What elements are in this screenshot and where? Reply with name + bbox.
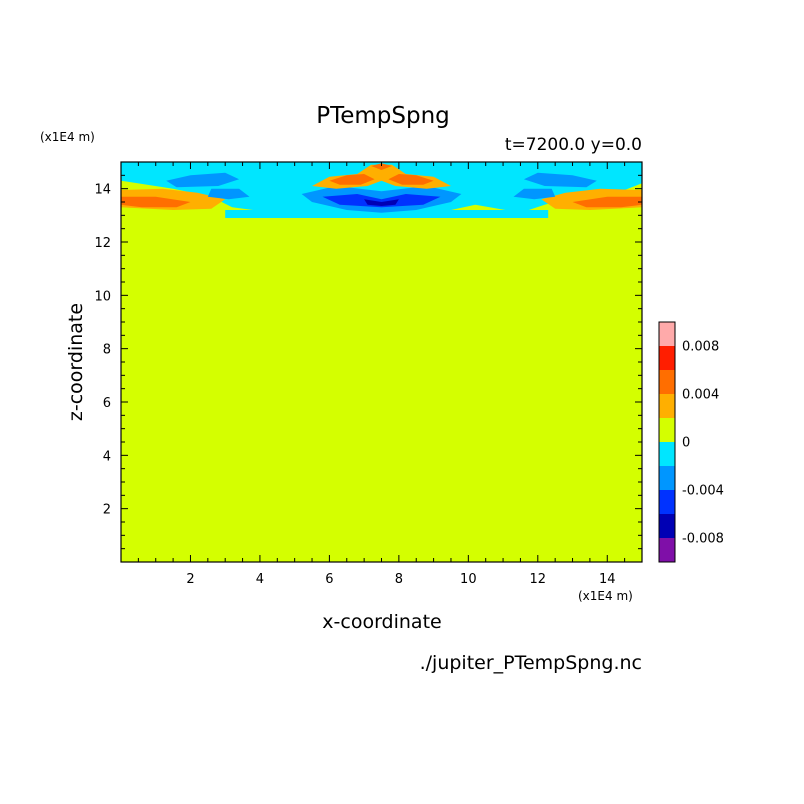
x-tick-label: 10 [460,572,477,587]
colorbar-swatch [659,538,675,562]
contour-region-11 [322,194,441,208]
x-tick-label: 8 [395,572,403,587]
contour-region-7 [523,172,597,188]
x-unit-label: (x1E4 m) [578,589,633,603]
contour-region-15 [388,174,434,185]
x-axis-label: x-coordinate [322,611,441,633]
y-tick-label: 2 [103,503,111,518]
y-axis-label: z-coordinate [65,303,87,421]
contour-region-8 [207,188,250,200]
colorbar-swatch [659,466,675,490]
plot-area [120,161,643,563]
x-tick-label: 6 [325,572,333,587]
contour-background [121,162,642,562]
contour-region-14 [329,174,375,185]
x-tick-label: 12 [530,572,547,587]
contour-region-3 [121,196,191,208]
y-tick-label: 4 [103,449,111,464]
colorbar: 0.008 0.004 0 -0.004 -0.008 [658,321,724,563]
colorbar-tick-label: 0.008 [682,340,719,355]
colorbar-swatch [659,394,675,418]
colorbar-tick-label: -0.004 [682,484,724,499]
chart-subtitle: t=7200.0 y=0.0 [505,135,642,155]
y-unit-label: (x1E4 m) [40,130,95,144]
colorbar-swatch [659,322,675,346]
contour-region-6 [166,172,240,188]
y-tick-label: 10 [94,289,111,304]
contour-region-5 [572,196,642,208]
contour-region-1 [225,210,549,218]
contour-region-0 [121,162,642,216]
contour-region-16 [371,163,392,170]
colorbar-swatch [659,370,675,394]
contour-region-12 [364,199,399,206]
y-tick-label: 8 [103,343,111,358]
colorbar-tick-label: 0 [682,436,690,451]
x-tick-label: 14 [599,572,616,587]
y-tick-label: 6 [103,396,111,411]
chart-title: PTempSpng [316,103,450,129]
colorbar-swatch [659,490,675,514]
y-tick-label: 12 [94,236,111,251]
colorbar-tick-label: 0.004 [682,388,719,403]
y-tick-label: 14 [94,183,111,198]
axis-ticks: 2 4 6 8 10 12 14 2 4 6 8 10 12 14 [94,162,642,587]
contour-region-9 [513,188,556,200]
source-file-label: ./jupiter_PTempSpng.nc [420,652,642,674]
colorbar-swatch [659,418,675,442]
colorbar-swatch [659,346,675,370]
x-tick-label: 2 [186,572,194,587]
x-tick-label: 4 [256,572,264,587]
colorbar-swatch [659,442,675,466]
colorbar-frame [658,321,676,563]
colorbar-tick-label: -0.008 [682,532,724,547]
colorbar-swatch [659,514,675,538]
